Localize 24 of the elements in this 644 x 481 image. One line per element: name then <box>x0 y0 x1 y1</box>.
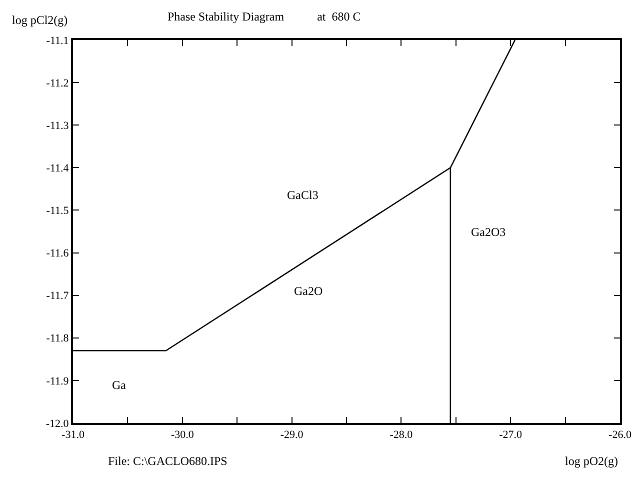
annotation: Ga2O3 <box>471 225 506 239</box>
y-tick-label: -11.4 <box>46 162 70 175</box>
text: File: C:\GACLO680.IPS <box>108 454 228 468</box>
y-tick-label: -11.5 <box>46 205 70 218</box>
y-tick-label: -11.9 <box>46 375 70 388</box>
y-tick-label: -12.0 <box>46 418 70 430</box>
y-tick-label: -11.6 <box>46 248 70 260</box>
x-tick-label: -28.0 <box>390 429 414 442</box>
annotation: Ga <box>112 378 127 392</box>
chart-title: Phase Stability Diagram at 680 C <box>167 9 361 24</box>
y-tick-label: -11.1 <box>46 34 69 47</box>
x-tick-label: -27.0 <box>499 429 523 442</box>
annotation: GaCl3 <box>287 188 318 202</box>
y-tick-label: -11.3 <box>46 120 70 132</box>
x-tick-label: -31.0 <box>62 429 85 442</box>
x-tick-label: -30.0 <box>170 429 194 442</box>
y-tick-label: -11.7 <box>46 290 70 302</box>
annotation: Ga2O <box>294 284 323 298</box>
y-tick-label: -11.2 <box>46 77 69 90</box>
y-axis-title: log pCl2(g) <box>12 13 68 27</box>
x-axis-title: log pO2(g) <box>565 454 618 468</box>
y-tick-label: -11.8 <box>46 332 70 345</box>
x-tick-label: -26.0 <box>608 429 632 442</box>
x-tick-label: -29.0 <box>280 429 304 442</box>
